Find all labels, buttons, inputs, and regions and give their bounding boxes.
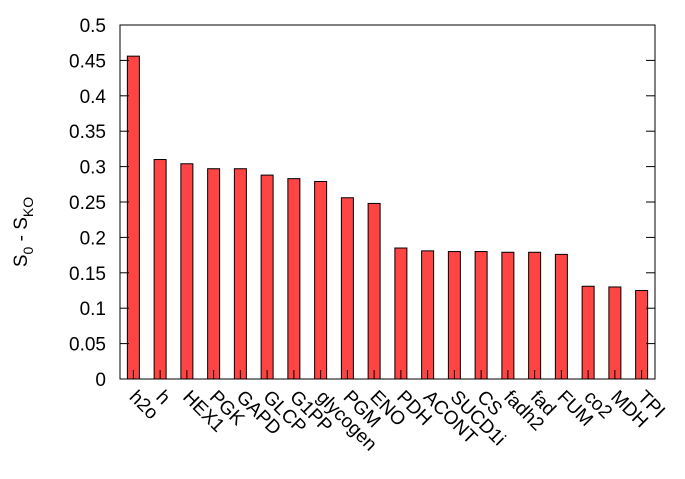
bars-group [126,55,649,380]
bar-fad [528,251,542,380]
bar-PDH [394,247,408,380]
y-tick-label: 0.45 [69,51,106,72]
y-tick-label: 0.3 [80,158,106,179]
y-tick-label: 0.05 [69,335,106,356]
y-tick-label: 0.5 [80,16,106,37]
y-ticks-group: 0 0.05 0.1 0.15 0.2 0.25 0.3 0.35 0.4 0.45 0.5 [69,16,655,391]
bar-TPI [635,290,649,380]
y-label-sub: 0 [20,246,36,254]
y-tick-label: 0.2 [80,228,106,249]
y-axis-label-text: S0 - SKO [11,197,36,267]
y-tick-label: 0.35 [69,122,106,143]
bar-MDH [608,286,622,380]
y-label-part: S [11,254,32,267]
bar-G1PP [287,178,301,380]
bar-ENO [367,202,381,380]
y-tick-label: 0.25 [69,193,106,214]
y-tick-label: 0.1 [80,299,106,320]
y-tick-label: 0.4 [80,87,107,108]
bar-PGM [340,197,354,380]
bar-co2 [581,285,595,380]
y-label-part: S [11,217,32,230]
y-tick-label: 0 [95,370,106,391]
bar-h [153,159,167,380]
bar-fadh2 [501,251,515,380]
bar-FUM [554,253,568,380]
bar-PGK [207,168,221,380]
y-axis-label: S0 - SKO [11,197,36,267]
bar-SUCD1i [447,251,461,380]
bar-ACONT [421,250,435,380]
y-tick-label: 0.15 [69,264,106,285]
y-label-sub: KO [20,197,36,217]
bar-GAPD [233,168,247,380]
plot-frame [119,24,656,380]
bar-GLCP [260,174,274,380]
bar-h2o [126,55,140,380]
bar-HEX1 [180,163,194,380]
bar-glycogen [314,180,328,380]
y-label-part: - [11,230,32,247]
bar-CS [474,251,488,380]
